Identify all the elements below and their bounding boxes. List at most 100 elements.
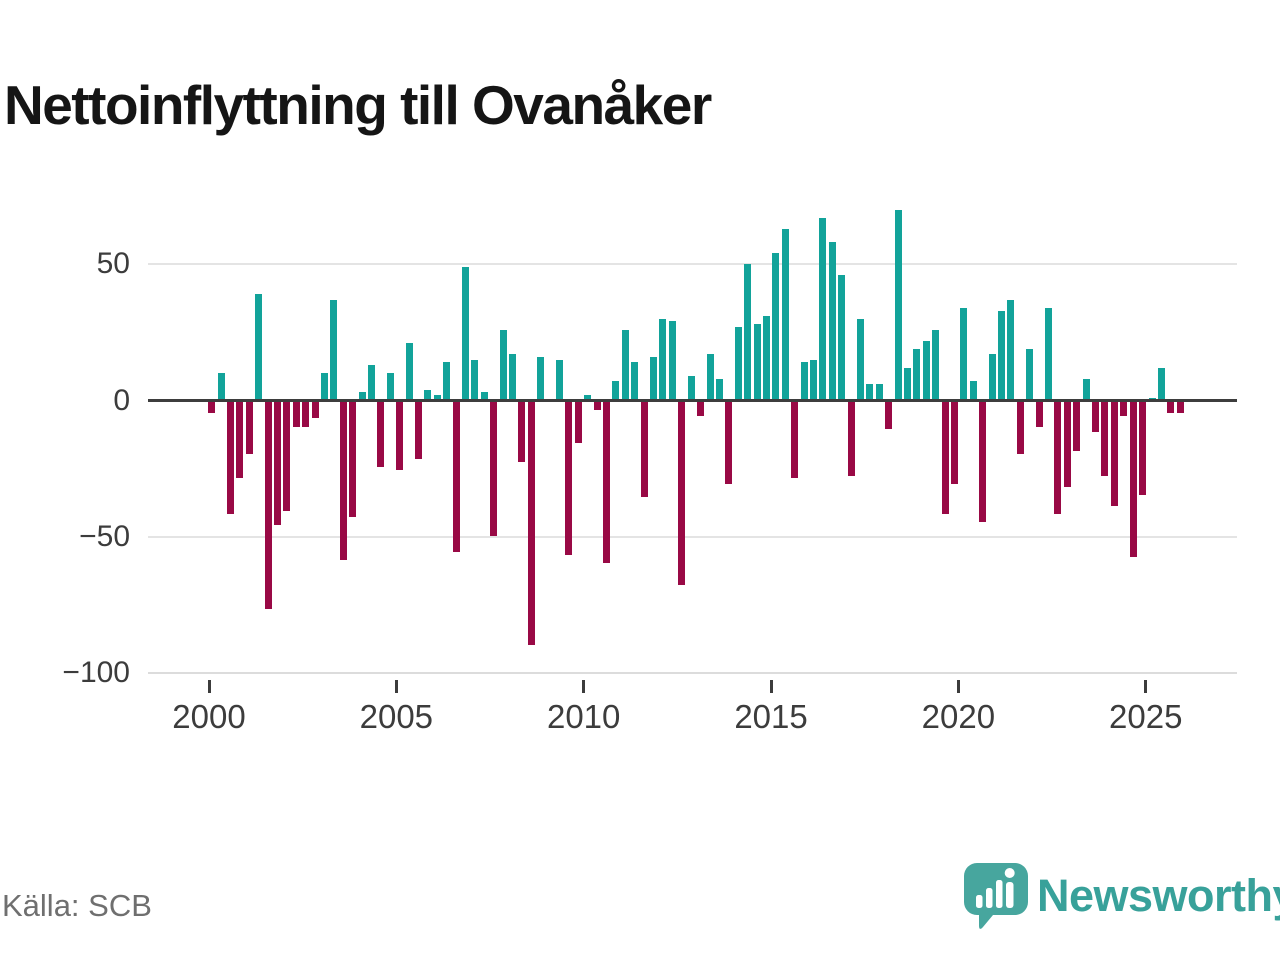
bar-2006-q1 (433, 395, 441, 401)
bar-2006-q4 (462, 266, 469, 401)
net-migration-bar-chart: 50 0 −50 −100 2000 2005 2010 2015 2020 2025 (62, 209, 1237, 735)
bar-2013-q4 (725, 402, 733, 484)
bar-2015-q4 (800, 362, 808, 401)
x-axis-tick-label: 2020 (921, 698, 996, 735)
y-axis-tick-label: −50 (79, 519, 130, 553)
bar-2025-q2 (1157, 367, 1165, 401)
bar-2001-q1 (245, 402, 253, 454)
bar-2020-q1 (960, 307, 968, 401)
bar-2000-q3 (226, 402, 234, 514)
bar-2022-q1 (1035, 402, 1043, 427)
bar-2004-q4 (386, 373, 394, 401)
source-note: Källa: SCB (2, 888, 152, 923)
bar-2016-q4 (838, 275, 846, 401)
gridline (148, 535, 1237, 538)
bar-2004-q3 (377, 402, 385, 468)
bar-2023-q1 (1073, 402, 1081, 452)
zero-axis-line (148, 399, 1237, 402)
bar-2002-q3 (302, 402, 310, 427)
bar-2019-q2 (932, 329, 940, 401)
bar-2000-q1 (208, 402, 216, 413)
bar-2008-q3 (527, 402, 535, 645)
bar-2008-q2 (518, 402, 526, 462)
bar-2008-q4 (537, 356, 545, 401)
bar-2024-q3 (1129, 402, 1137, 558)
bar-2022-q2 (1045, 307, 1053, 401)
y-axis-tick-label: 0 (113, 383, 130, 417)
bar-2005-q1 (396, 402, 404, 471)
bar-2011-q2 (631, 362, 639, 401)
newsworthy-logo: Newsworthy (963, 862, 1280, 932)
bar-2004-q2 (367, 365, 375, 401)
bar-2018-q4 (913, 348, 921, 401)
bar-2021-q1 (998, 310, 1006, 401)
bar-2001-q3 (264, 402, 272, 610)
x-axis-tick-label: 2005 (359, 698, 434, 735)
bar-2019-q1 (922, 340, 930, 401)
bar-2014-q4 (762, 315, 770, 401)
bar-2017-q3 (866, 384, 874, 401)
bar-2006-q2 (443, 362, 451, 401)
bar-2008-q1 (509, 354, 517, 401)
bar-2007-q4 (499, 329, 507, 401)
bar-2001-q4 (273, 402, 281, 525)
bar-2009-q2 (556, 359, 564, 401)
bar-2020-q3 (979, 402, 987, 522)
bar-2013-q3 (715, 378, 723, 401)
bar-2025-q3 (1167, 402, 1175, 413)
bar-2015-q3 (791, 402, 799, 479)
newsworthy-speech-bubble-bar-chart-icon (964, 863, 1028, 929)
x-axis-tick (769, 680, 773, 693)
bar-2009-q4 (574, 402, 582, 443)
gridline (148, 672, 1237, 675)
bar-2018-q3 (903, 367, 911, 401)
bar-2005-q3 (414, 402, 422, 460)
bar-2018-q1 (885, 402, 893, 430)
bar-2020-q4 (988, 354, 996, 401)
bar-2011-q3 (640, 402, 648, 498)
bar-2017-q1 (847, 402, 855, 476)
x-axis-tick-label: 2010 (546, 698, 621, 735)
bar-2023-q3 (1092, 402, 1100, 432)
bar-2016-q1 (809, 359, 817, 401)
bar-2014-q3 (753, 324, 761, 401)
bar-2023-q4 (1101, 402, 1109, 476)
bar-2014-q2 (744, 264, 752, 401)
bar-2016-q2 (819, 217, 827, 401)
bar-2020-q2 (969, 381, 977, 401)
gridline (148, 263, 1237, 266)
bar-2021-q4 (1026, 348, 1034, 401)
x-axis-tick (582, 680, 586, 693)
bar-2003-q3 (339, 402, 347, 561)
bar-2013-q1 (697, 402, 705, 416)
bar-2009-q3 (565, 402, 573, 555)
bar-2019-q4 (951, 402, 959, 484)
bar-2002-q1 (283, 402, 291, 512)
bar-2000-q2 (217, 373, 225, 401)
bar-2010-q1 (584, 395, 592, 401)
x-axis-tick-label: 2015 (734, 698, 808, 735)
bar-2011-q1 (621, 329, 629, 401)
x-axis-tick-label: 2000 (172, 698, 246, 735)
bar-2019-q3 (941, 402, 949, 514)
bar-2010-q4 (612, 381, 620, 401)
bar-2021-q3 (1016, 402, 1024, 454)
y-axis-tick-label: −100 (62, 656, 130, 690)
bar-2004-q1 (358, 392, 366, 401)
bar-2001-q2 (255, 294, 263, 401)
bar-2024-q4 (1139, 402, 1147, 495)
bar-2024-q1 (1110, 402, 1118, 506)
x-axis-tick (1144, 680, 1148, 693)
bar-2021-q2 (1007, 299, 1015, 401)
x-axis-tick (207, 680, 211, 693)
x-axis-tick (394, 680, 398, 693)
bar-2010-q3 (603, 402, 611, 563)
bar-2012-q2 (668, 321, 676, 401)
bar-2024-q2 (1120, 402, 1128, 416)
bar-2012-q1 (659, 318, 667, 401)
bar-2002-q4 (311, 402, 319, 419)
bar-2015-q2 (781, 228, 789, 401)
bar-2014-q1 (734, 326, 742, 401)
bar-2016-q3 (828, 242, 836, 401)
bar-2000-q4 (236, 402, 244, 479)
